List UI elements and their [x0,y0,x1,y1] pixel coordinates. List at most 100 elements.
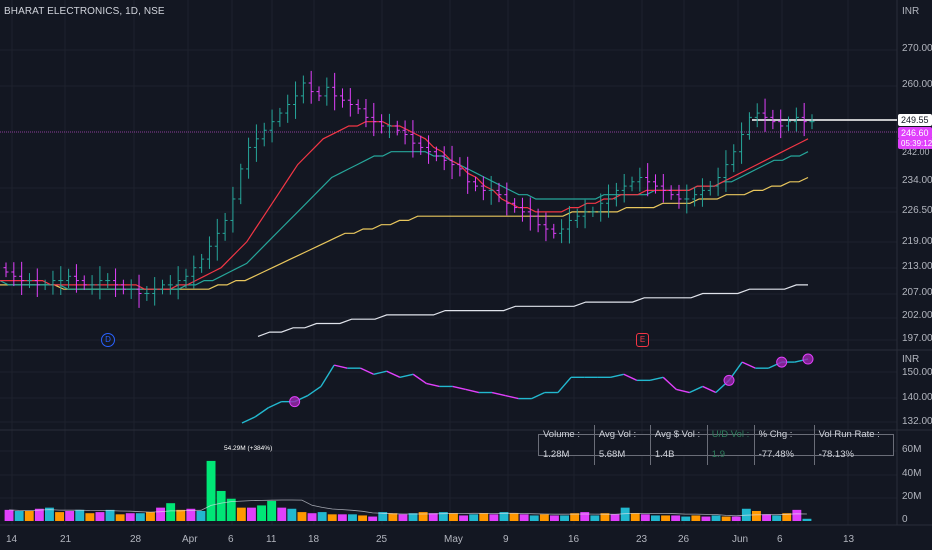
rs-axis-currency: INR [902,354,920,365]
volume-bar [287,508,297,521]
rs-line-segment [702,385,717,394]
volume-bar [226,498,236,521]
volume-bar [146,512,155,521]
price-tick: 207.00 [902,287,932,298]
rs-line-segment [741,361,756,369]
volume-bar [297,512,307,521]
volume-bar [499,512,509,521]
ohlc-bar [371,102,377,137]
time-label: Apr [182,534,198,545]
time-label: 11 [266,534,277,545]
volume-bar [570,513,580,521]
stat-pct-chg: % Chg : -77.48% [755,425,815,465]
ohlc-bar [566,206,572,244]
ohlc-bar [113,268,119,297]
price-tick: 213.00 [902,261,932,272]
volume-bar [509,513,519,521]
volume-bar [550,515,559,521]
ohlc-bar [473,176,479,192]
ma-long-line [257,284,808,337]
time-label: 14 [6,534,18,545]
ohlc-bar [191,255,197,289]
volume-bar [186,508,196,521]
ohlc-bar [167,275,173,295]
volume-bar [610,514,620,521]
ohlc-bar [527,197,533,231]
ohlc-bar [715,167,721,196]
volume-bar [95,512,105,521]
ohlc-bar [269,109,275,143]
ohlc-bar [214,218,220,261]
volume-bar [307,513,317,521]
vol-tick: 60M [902,444,922,455]
volume-bar [721,516,731,521]
rs-new-high-dot [723,374,735,386]
stat-vol-run-rate: Vol Run Rate : -78.13% [818,429,880,460]
ohlc-bar [801,102,807,137]
ohlc-bar [645,163,651,197]
high-price-tag: 249.55 [898,114,932,126]
ohlc-bar [574,208,580,228]
volume-bar [479,513,489,521]
rs-line-segment [557,376,572,393]
volume-bar [34,508,44,521]
ohlc-bars [3,70,815,308]
ohlc-bar [308,70,314,104]
volume-stats-box: Volume : 1.28M Avg Vol : 5.68M Avg $ Vol… [538,425,894,465]
volume-bar [85,513,95,521]
stat-volume: Volume : 1.28M [539,425,595,465]
ohlc-bar [449,145,455,180]
ohlc-bar [433,146,439,162]
vol-tick: 40M [902,468,922,479]
last-price-tag: 246.60 [898,127,932,139]
volume-bar [105,509,115,521]
ohlc-bar [42,279,48,291]
volume-bar [539,514,549,521]
ohlc-bar [316,86,322,102]
ohlc-bar [441,146,447,171]
ohlc-bar [598,193,604,222]
volume-bar [681,516,691,521]
price-tick: 260.00 [902,79,932,90]
ohlc-bar [386,113,392,139]
rs-tick: 140.00 [902,392,932,403]
ma-fast-line [0,121,809,290]
time-label: 23 [636,534,648,545]
time-label: 16 [568,534,580,545]
rs-line-segment [426,382,440,388]
earnings-marker[interactable]: E [636,333,649,347]
volume-bar [317,512,327,521]
ohlc-bar [809,114,815,130]
ohlc-bar [786,116,792,132]
dividend-marker[interactable]: D [101,333,115,347]
ohlc-bar [34,268,40,297]
time-label: 25 [376,534,388,545]
ohlc-bar [199,253,205,273]
time-label: 6 [228,534,234,545]
rs-line-segment [531,391,546,400]
price-tick: 197.00 [902,333,932,344]
ohlc-bar [394,120,400,136]
volume-bar [449,513,458,521]
volume-bar [176,509,186,521]
volume-bar [14,510,24,521]
rs-line-segment [649,376,664,382]
ohlc-bar [332,72,338,111]
stat-avg-dollar-vol: Avg $ Vol : 1.4B [651,425,708,465]
rs-line-segment [610,373,624,378]
ohlc-bar [770,109,776,130]
price-tick: 226.50 [902,205,932,216]
rs-line-segment [333,364,348,369]
volume-bar [125,513,135,521]
rs-line-segment [373,370,387,375]
rs-new-high-dot [802,353,814,365]
rs-line-segment [399,373,414,378]
ohlc-bar [136,274,142,308]
volume-bar [216,490,226,521]
volume-bar [206,460,216,521]
ohlc-bar [363,98,369,128]
volume-bar [438,512,448,521]
ohlc-bar [746,112,752,140]
volume-bar [327,514,337,521]
